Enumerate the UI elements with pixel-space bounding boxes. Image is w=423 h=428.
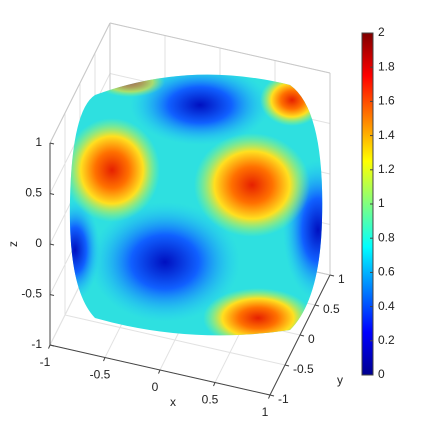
z-tick <box>49 142 55 145</box>
x-tick-label: 0 <box>152 380 159 394</box>
x-tick-label: 0.5 <box>202 393 219 407</box>
surface <box>69 74 323 336</box>
z-tick-label: 0 <box>35 236 42 250</box>
y-tick <box>299 334 305 337</box>
x-tick <box>103 357 106 362</box>
colorbar-tick-label: 1.4 <box>378 128 395 142</box>
y-tick-label: 0.5 <box>323 302 340 316</box>
x-axis-label: x <box>170 395 176 409</box>
y-tick <box>329 274 335 277</box>
colorbar-tick-label: 1 <box>378 196 385 210</box>
grid-line <box>64 314 286 366</box>
y-tick-label: 0 <box>308 332 315 346</box>
colorbar-tick-label: 1.6 <box>378 94 395 108</box>
colorbar-tick-label: 0.2 <box>378 333 395 347</box>
y-tick-label: -1 <box>278 392 289 406</box>
box-edge <box>109 22 331 74</box>
colorbar-tick-label: 0.4 <box>378 299 395 313</box>
colorbar-tick-label: 0.6 <box>378 265 395 279</box>
z-tick-label: -0.5 <box>21 287 42 301</box>
y-tick <box>284 364 290 367</box>
colorbar-tick-label: 0.8 <box>378 230 395 244</box>
x-tick <box>48 344 51 349</box>
x-tick <box>158 369 161 374</box>
x-tick-label: 1 <box>262 405 269 419</box>
x-tick-label: -0.5 <box>90 368 111 382</box>
z-tick-label: -1 <box>31 337 42 351</box>
z-axis-label: z <box>6 241 20 247</box>
z-tick-label: 0.5 <box>25 186 42 200</box>
colorbar-tick-label: 2 <box>378 25 385 39</box>
y-tick-label: 1 <box>338 272 345 286</box>
z-tick <box>49 294 55 296</box>
y-tick <box>269 394 275 397</box>
y-tick <box>314 304 320 307</box>
y-tick-label: -0.5 <box>293 362 314 376</box>
x-tick <box>213 382 216 387</box>
z-tick-label: 1 <box>35 135 42 149</box>
y-axis-label: y <box>337 373 343 387</box>
x-tick-label: -1 <box>40 355 51 369</box>
z-tick <box>49 193 55 195</box>
x-tick <box>268 394 271 399</box>
colorbar-tick-label: 1.2 <box>378 162 395 176</box>
box-edge <box>49 22 111 144</box>
z-tick <box>49 243 55 246</box>
colorbar-tick-label: 1.8 <box>378 59 395 73</box>
colorbar-tick-label: 0 <box>378 367 385 381</box>
z-tick <box>49 344 55 347</box>
